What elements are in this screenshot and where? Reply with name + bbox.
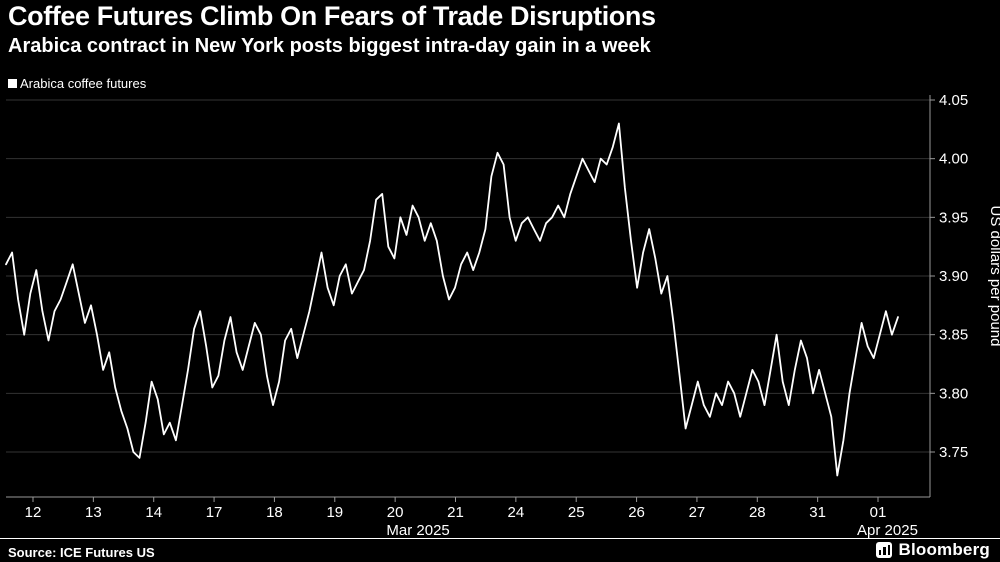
price-series-line bbox=[5, 122, 899, 477]
legend: Arabica coffee futures bbox=[8, 76, 146, 91]
x-tick-label: 01 bbox=[870, 504, 887, 521]
x-tick-label: 24 bbox=[508, 504, 525, 521]
y-tick-label: 3.90 bbox=[939, 268, 968, 285]
x-tick-label: 31 bbox=[809, 504, 826, 521]
y-tick-label: 4.05 bbox=[939, 92, 968, 109]
bloomberg-logo: Bloomberg bbox=[876, 540, 990, 560]
x-month-label: Apr 2025 bbox=[857, 522, 918, 539]
x-month-label: Mar 2025 bbox=[386, 522, 449, 539]
chart-subtitle: Arabica contract in New York posts bigge… bbox=[8, 35, 651, 57]
x-tick-label: 14 bbox=[145, 504, 162, 521]
x-tick-label: 21 bbox=[447, 504, 464, 521]
x-tick-label: 17 bbox=[206, 504, 223, 521]
x-tick-label: 27 bbox=[689, 504, 706, 521]
x-tick-label: 20 bbox=[387, 504, 404, 521]
chart-title: Coffee Futures Climb On Fears of Trade D… bbox=[8, 1, 656, 31]
y-tick-label: 3.80 bbox=[939, 385, 968, 402]
y-axis-title: US dollars per pound bbox=[987, 206, 1000, 347]
legend-marker-icon bbox=[8, 79, 17, 88]
footer-divider bbox=[0, 538, 1000, 539]
y-tick-label: 4.00 bbox=[939, 151, 968, 168]
x-tick-label: 26 bbox=[628, 504, 645, 521]
bloomberg-bars-icon bbox=[876, 542, 893, 558]
source-note: Source: ICE Futures US bbox=[8, 545, 155, 560]
x-tick-label: 13 bbox=[85, 504, 102, 521]
legend-label: Arabica coffee futures bbox=[20, 76, 147, 91]
y-tick-label: 3.95 bbox=[939, 209, 968, 226]
x-tick-label: 25 bbox=[568, 504, 585, 521]
x-tick-label: 18 bbox=[266, 504, 283, 521]
y-tick-label: 3.75 bbox=[939, 444, 968, 461]
x-tick-label: 28 bbox=[749, 504, 766, 521]
y-tick-label: 3.85 bbox=[939, 327, 968, 344]
x-tick-label: 12 bbox=[25, 504, 42, 521]
bloomberg-wordmark: Bloomberg bbox=[898, 540, 990, 559]
x-tick-label: 19 bbox=[326, 504, 343, 521]
